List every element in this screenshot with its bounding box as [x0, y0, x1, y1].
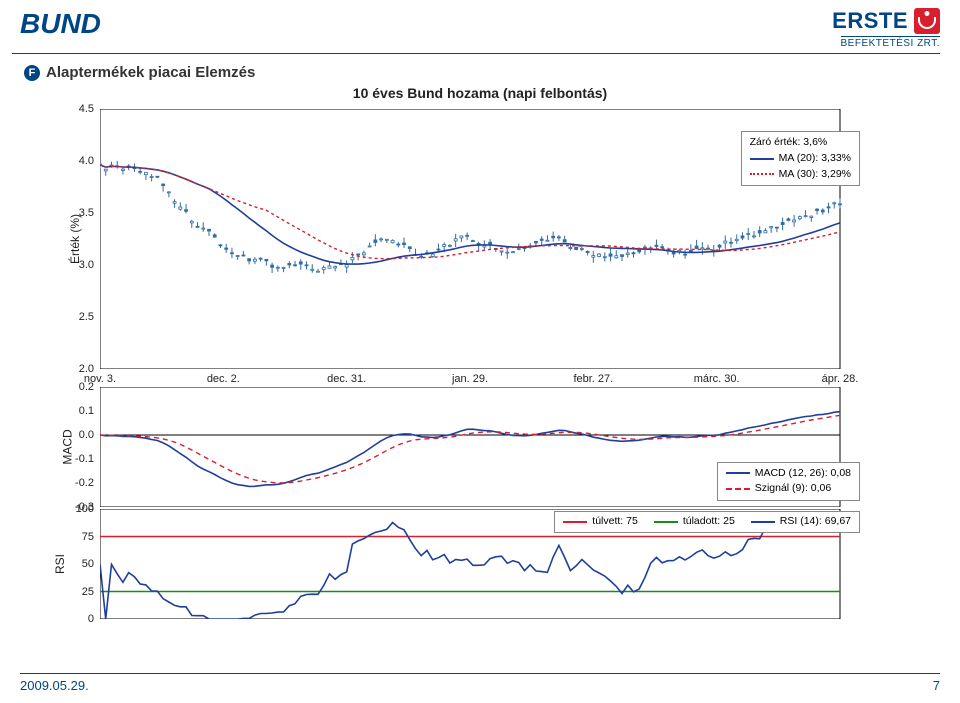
legend-macd-swatch: [726, 472, 750, 474]
section-title: Alaptermékek piacai Elemzés: [46, 64, 255, 81]
legend-os-swatch: [654, 521, 678, 523]
rsi-chart: RSI túlvett: 75 túladott: 25 RSI (14): 6…: [100, 509, 920, 619]
ytick-label: 100: [76, 503, 100, 515]
charts-container: Érték (%) Záró érték: 3,6% MA (20): 3,33…: [40, 109, 920, 619]
logo-icon: [914, 8, 940, 34]
ytick-label: 2.5: [79, 311, 100, 323]
legend-close-label: Záró érték: 3,6%: [750, 135, 828, 151]
ytick-label: 25: [82, 586, 100, 598]
ytick-label: 0.0: [79, 429, 100, 441]
legend-ob-swatch: [563, 521, 587, 523]
ytick-label: 3.5: [79, 207, 100, 219]
legend-ma20-label: MA (20): 3,33%: [779, 151, 851, 167]
legend-ob-label: túlvett: 75: [592, 514, 638, 530]
rsi-legend: túlvett: 75 túladott: 25 RSI (14): 69,67: [554, 511, 860, 533]
chart-title: 10 éves Bund hozama (napi felbontás): [0, 85, 960, 101]
legend-ma30-swatch: [750, 173, 774, 175]
ytick-label: 0.1: [79, 405, 100, 417]
ytick-label: 0: [88, 613, 100, 625]
xtick-label: ápr. 28.: [822, 369, 859, 385]
legend-rsi-label: RSI (14): 69,67: [780, 514, 851, 530]
legend-os-label: túladott: 25: [683, 514, 735, 530]
header: BUND ERSTE BEFEKTETÉSI ZRT.: [0, 0, 960, 49]
ytick-label: 4.5: [79, 103, 100, 115]
page-title: BUND: [20, 8, 101, 40]
legend-signal-swatch: [726, 488, 750, 490]
ytick-label: 3.0: [79, 259, 100, 271]
ytick-label: 75: [82, 531, 100, 543]
macd-chart: MACD MACD (12, 26): 0,08 Szignál (9): 0,…: [100, 387, 920, 507]
footer-date: 2009.05.29.: [20, 678, 89, 693]
legend-signal-label: Szignál (9): 0,06: [755, 481, 831, 497]
xtick-label: febr. 27.: [573, 369, 613, 385]
logo: ERSTE BEFEKTETÉSI ZRT.: [832, 8, 940, 49]
legend-rsi-swatch: [751, 521, 775, 523]
price-chart: Érték (%) Záró érték: 3,6% MA (20): 3,33…: [100, 109, 920, 369]
xtick-label: márc. 30.: [694, 369, 740, 385]
xtick-label: dec. 2.: [207, 369, 240, 385]
price-legend: Záró érték: 3,6% MA (20): 3,33% MA (30):…: [741, 131, 860, 186]
section-bullet-icon: F: [24, 65, 40, 81]
xtick-label: jan. 29.: [452, 369, 488, 385]
ytick-label: -0.1: [75, 453, 100, 465]
ytick-label: -0.2: [75, 477, 100, 489]
footer-page: 7: [933, 678, 940, 693]
logo-text: ERSTE: [832, 8, 908, 34]
legend-macd-label: MACD (12, 26): 0,08: [755, 466, 851, 482]
ytick-label: 50: [82, 558, 100, 570]
macd-ylabel: MACD: [61, 429, 75, 464]
macd-legend: MACD (12, 26): 0,08 Szignál (9): 0,06: [717, 462, 860, 502]
legend-ma30-label: MA (30): 3,29%: [779, 167, 851, 183]
xtick-label: dec. 31.: [327, 369, 366, 385]
rsi-ylabel: RSI: [53, 554, 67, 574]
ytick-label: 0.2: [79, 381, 100, 393]
price-ylabel: Érték (%): [68, 214, 82, 264]
legend-ma20-swatch: [750, 158, 774, 160]
logo-subtext: BEFEKTETÉSI ZRT.: [841, 36, 941, 49]
subheader: F Alaptermékek piacai Elemzés: [12, 53, 940, 81]
ytick-label: 4.0: [79, 155, 100, 167]
footer: 2009.05.29. 7: [20, 673, 940, 693]
